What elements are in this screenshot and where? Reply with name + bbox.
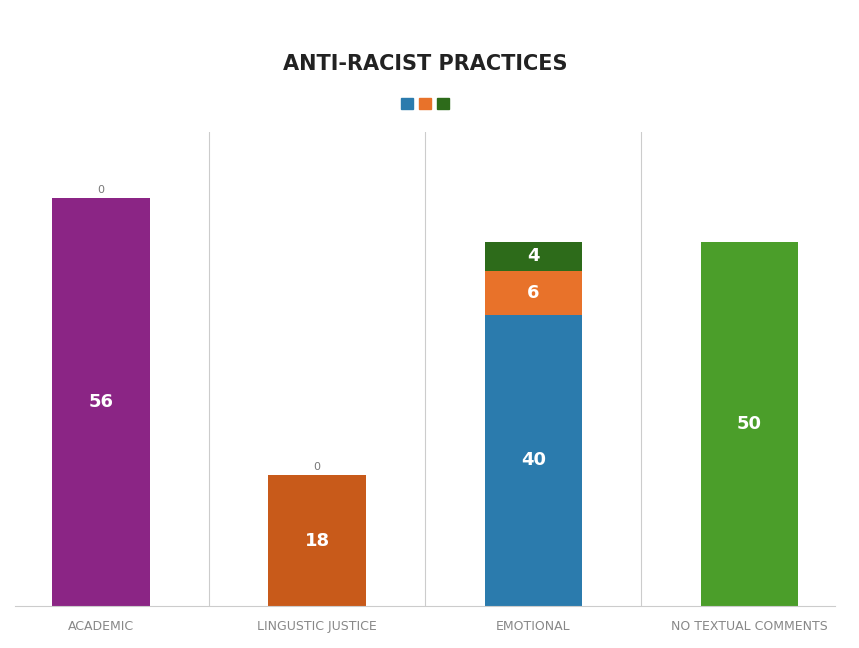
Text: 4: 4 <box>527 248 539 265</box>
Text: 0: 0 <box>97 185 105 195</box>
Bar <box>484 242 582 271</box>
Bar <box>484 314 582 606</box>
Text: 40: 40 <box>521 452 545 469</box>
Bar <box>52 198 149 606</box>
Text: 56: 56 <box>88 393 113 411</box>
Text: 6: 6 <box>527 284 539 302</box>
Legend: , , : , , <box>395 92 455 117</box>
Text: 0: 0 <box>314 462 320 472</box>
Bar <box>701 242 798 606</box>
Bar <box>269 475 366 606</box>
Bar <box>484 271 582 314</box>
Title: ANTI-RACIST PRACTICES: ANTI-RACIST PRACTICES <box>283 54 568 74</box>
Text: 50: 50 <box>737 415 762 433</box>
Text: 18: 18 <box>305 531 330 550</box>
